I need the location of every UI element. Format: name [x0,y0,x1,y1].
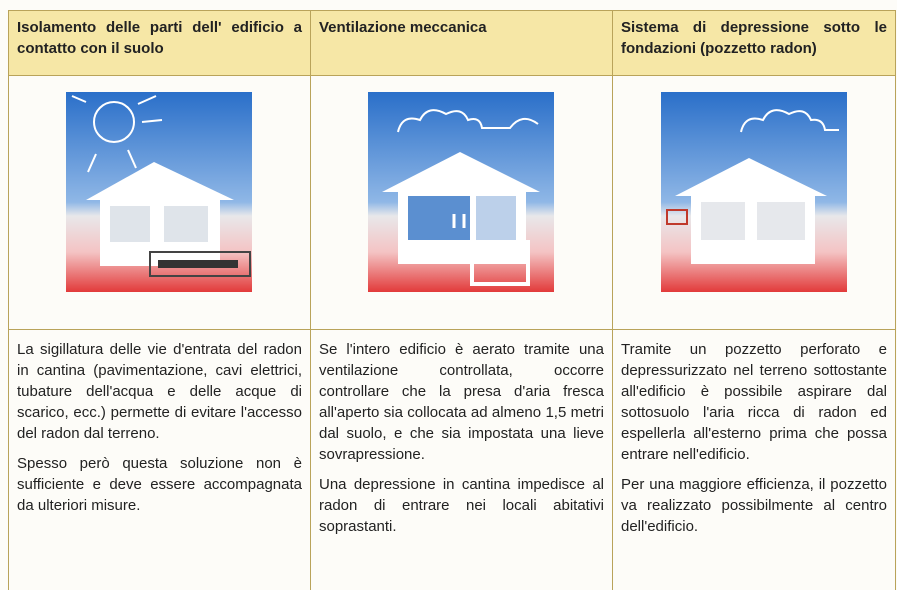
text-cell: La sigillatura delle vie d'entrata del r… [9,330,310,516]
column: Sistema di depressione sotto le fondazio… [613,10,896,590]
paragraph: Se l'intero edificio è aerato tramite un… [319,341,604,463]
paragraph: Spesso però questa soluzione non è suffi… [17,455,302,514]
illustration [368,92,554,292]
column: Isolamento delle parti dell' edificio a … [9,10,311,590]
illustration-cell [613,76,895,330]
paragraph: Per una maggiore efficienza, il pozzetto… [621,476,887,535]
illustration-cell [9,76,310,330]
paragraph: Una depressione in cantina impedisce al … [319,476,604,535]
text-cell: Tramite un pozzetto perforato e depressu… [613,330,895,537]
table: Isolamento delle parti dell' edificio a … [8,10,896,590]
illustration-cell [311,76,612,330]
illustration [66,92,252,292]
paragraph: Tramite un pozzetto perforato e depressu… [621,341,887,463]
header-cell: Isolamento delle parti dell' edificio a … [9,10,310,76]
header-cell: Sistema di depressione sotto le fondazio… [613,10,895,76]
paragraph: La sigillatura delle vie d'entrata del r… [17,341,302,442]
column: Ventilazione meccanica Se l'intero edifi… [311,10,613,590]
header-cell: Ventilazione meccanica [311,10,612,76]
text-cell: Se l'intero edificio è aerato tramite un… [311,330,612,537]
illustration [661,92,847,292]
